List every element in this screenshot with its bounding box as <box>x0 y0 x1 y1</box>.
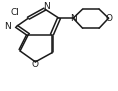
Text: Cl: Cl <box>11 8 20 17</box>
Text: N: N <box>70 14 77 23</box>
Text: O: O <box>32 60 39 69</box>
Text: O: O <box>105 14 112 23</box>
Text: N: N <box>43 2 49 11</box>
Text: N: N <box>4 22 11 31</box>
